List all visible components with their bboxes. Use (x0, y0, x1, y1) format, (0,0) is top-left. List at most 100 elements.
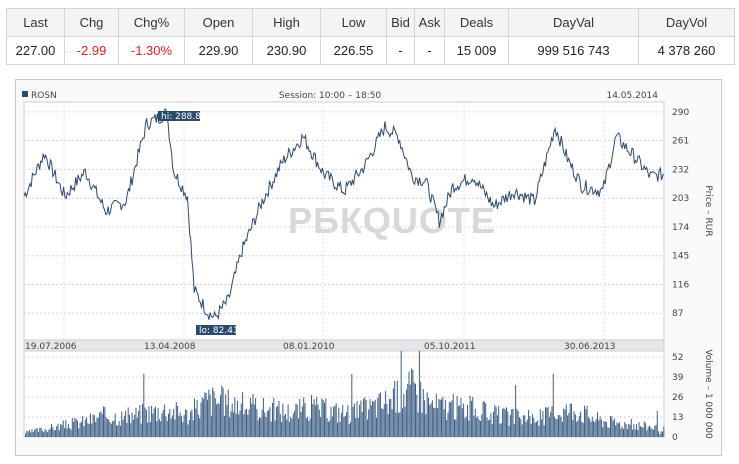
volume-y-tick-label: 26 (672, 393, 684, 403)
volume-bar (625, 424, 627, 437)
volume-bar (602, 427, 604, 437)
volume-bar (344, 415, 346, 437)
volume-bar (468, 420, 470, 437)
volume-bar (246, 409, 247, 437)
volume-bar (213, 391, 215, 437)
volume-bar (290, 416, 292, 437)
volume-bar (348, 424, 350, 437)
volume-bar (233, 412, 234, 437)
volume-bar (537, 420, 539, 437)
volume-bar (80, 421, 82, 437)
volume-bar (534, 422, 536, 437)
header-high: High (252, 8, 321, 37)
volume-bar (498, 405, 500, 437)
volume-bar (355, 418, 357, 437)
volume-bar (542, 410, 544, 437)
volume-bar (278, 400, 280, 437)
volume-bar (450, 402, 452, 437)
volume-bar (567, 415, 569, 437)
volume-bar (218, 403, 220, 437)
volume-bar (204, 392, 206, 437)
volume-bar (134, 414, 136, 437)
value-deals: 15 009 (444, 36, 509, 65)
volume-bar (343, 416, 345, 437)
volume-bar (573, 411, 575, 437)
session-label: Session: 10:00 – 18:50 (279, 91, 382, 101)
volume-bar (312, 404, 314, 437)
volume-bar (607, 427, 609, 437)
volume-bar (652, 429, 654, 437)
volume-bar (93, 415, 95, 437)
volume-bar (545, 407, 546, 437)
volume-bar (292, 413, 294, 437)
volume-bar (322, 399, 324, 437)
volume-bar (57, 423, 59, 437)
volume-bar (259, 417, 260, 437)
hi-label: hi: 288.8 (161, 112, 201, 122)
volume-bar (301, 406, 303, 437)
volume-bar (304, 403, 306, 437)
volume-bar (274, 420, 276, 437)
volume-bar (372, 400, 374, 437)
volume-bar (509, 414, 511, 437)
volume-bar (603, 421, 605, 437)
volume-bar (256, 409, 258, 437)
volume-bar (149, 422, 151, 437)
volume-bar (73, 421, 75, 437)
volume-bar (275, 407, 277, 437)
volume-bar (411, 368, 413, 437)
header-chg: Chg (64, 8, 119, 37)
volume-bar (96, 417, 98, 437)
ticker-marker-icon (22, 91, 28, 97)
volume-bar (255, 398, 257, 437)
volume-bar (556, 419, 558, 437)
volume-bar (461, 408, 463, 437)
volume-bar (404, 406, 406, 437)
volume-bar (183, 415, 185, 437)
volume-bar (451, 400, 453, 437)
value-chg: -2.99 (64, 36, 119, 65)
volume-bar (28, 429, 30, 437)
volume-bar (181, 416, 182, 437)
volume-bar (569, 403, 571, 437)
volume-bar (58, 430, 60, 437)
volume-bar (103, 406, 104, 437)
volume-bar (92, 414, 94, 437)
volume-bar (464, 418, 466, 437)
volume-bar (334, 405, 336, 437)
volume-bar (30, 432, 32, 437)
volume-bar (191, 409, 193, 437)
volume-bar (658, 431, 660, 437)
volume-bar (504, 409, 506, 437)
volume-bar (272, 402, 273, 437)
volume-bar (365, 399, 367, 437)
volume-bar (303, 397, 305, 437)
volume-bar (587, 417, 589, 437)
volume-bar (378, 393, 380, 437)
volume-bar (32, 432, 34, 437)
volume-bar (483, 401, 485, 437)
volume-bar (424, 400, 426, 437)
volume-bar (91, 423, 93, 437)
volume-bar (447, 412, 449, 437)
volume-bar (574, 414, 576, 437)
volume-bar (61, 424, 63, 437)
date-tick-1: 19.07.2006 (25, 342, 77, 352)
volume-bar (231, 403, 233, 437)
volume-bar (442, 396, 444, 437)
volume-bar (589, 418, 591, 437)
volume-bar (168, 413, 169, 437)
volume-bar (40, 427, 42, 437)
volume-bar (48, 429, 50, 437)
volume-bar (162, 410, 164, 437)
volume-bar (87, 423, 89, 437)
volume-bar (387, 414, 389, 437)
volume-bar (659, 434, 661, 437)
header-open: Open (184, 8, 253, 37)
volume-bar (425, 414, 427, 437)
volume-bar (106, 419, 108, 437)
volume-bar (173, 408, 175, 437)
volume-bar (152, 413, 154, 437)
volume-bar (571, 403, 572, 437)
volume-bar (391, 409, 393, 437)
